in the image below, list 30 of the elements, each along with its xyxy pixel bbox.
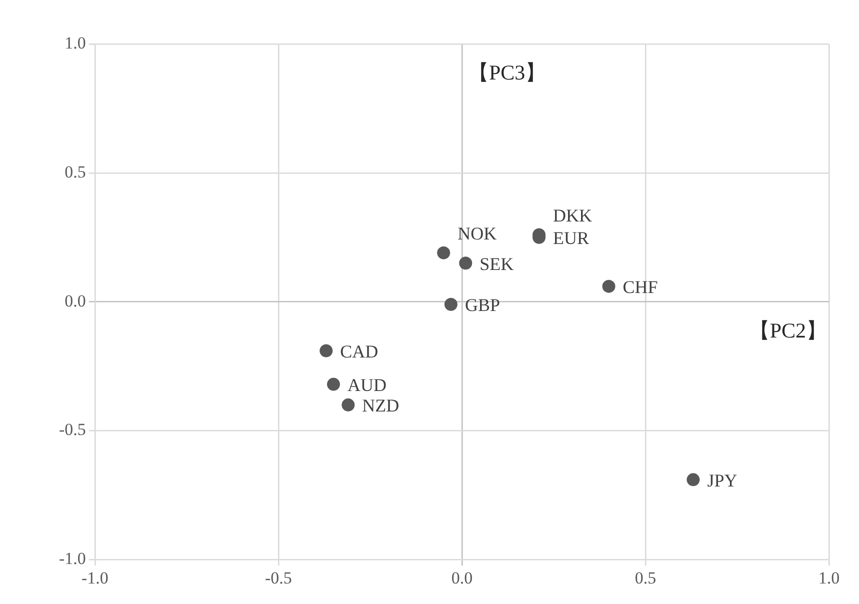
y-axis-title: 【PC3】 (468, 60, 546, 85)
point (602, 280, 616, 293)
x-tick-label: -0.5 (264, 568, 292, 588)
point (437, 246, 450, 260)
series-label: NZD (362, 396, 400, 416)
point (686, 473, 700, 486)
series-label: CAD (340, 342, 378, 362)
x-tick-label: 0.5 (634, 568, 656, 588)
series-label: AUD (347, 375, 386, 396)
y-tick-label: 0.5 (64, 162, 86, 182)
point (326, 378, 340, 391)
series-label: JPY (707, 470, 738, 490)
series-label: CHF (622, 277, 658, 298)
series-label: EUR (553, 228, 590, 248)
point (320, 344, 333, 358)
series-label: DKK (553, 206, 592, 226)
series-label: NOK (458, 224, 497, 244)
series-label: SEK (480, 254, 514, 274)
point (342, 398, 355, 412)
y-tick-label: -0.5 (58, 420, 86, 440)
y-tick-label: -1.0 (58, 549, 86, 568)
y-tick-label: 1.0 (64, 33, 86, 52)
x-tick-label: -1.0 (81, 568, 108, 588)
point (444, 298, 458, 311)
x-axis-title: 【PC2】 (748, 318, 827, 342)
point (459, 256, 472, 270)
y-tick-label: 0.0 (64, 291, 86, 310)
x-tick-label: 1.0 (818, 568, 840, 588)
series-label: GBP (464, 295, 500, 316)
x-tick-label: 0.0 (451, 568, 473, 588)
